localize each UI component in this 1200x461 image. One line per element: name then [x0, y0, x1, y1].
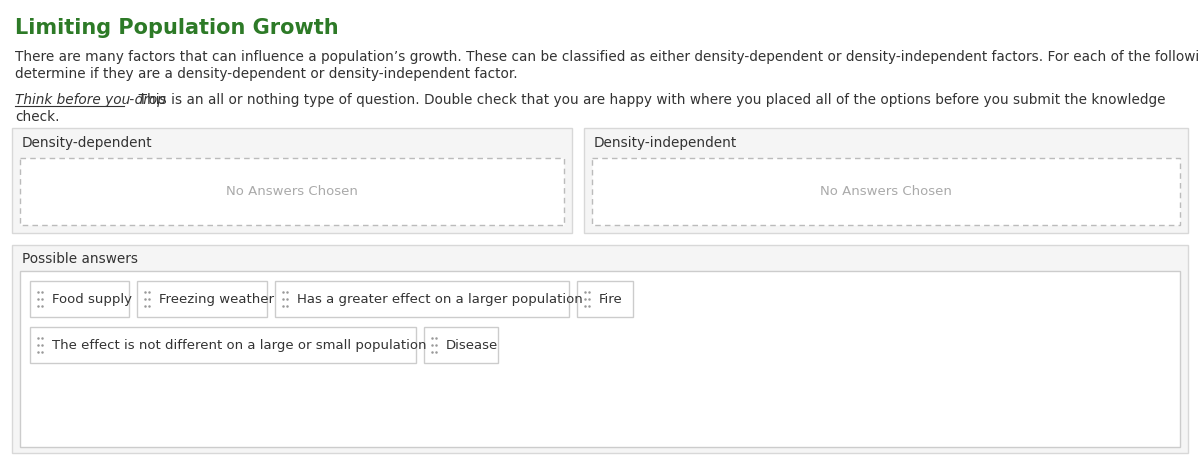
Text: - This is an all or nothing type of question. Double check that you are happy wi: - This is an all or nothing type of ques…: [125, 93, 1165, 107]
Bar: [137, 281, 266, 317]
Bar: [275, 281, 569, 317]
Text: Limiting Population Growth: Limiting Population Growth: [14, 18, 338, 38]
Text: No Answers Chosen: No Answers Chosen: [226, 185, 358, 198]
Text: determine if they are a density-dependent or density-independent factor.: determine if they are a density-dependen…: [14, 67, 517, 81]
Text: Think before you drop: Think before you drop: [14, 93, 166, 107]
Text: Disease: Disease: [446, 338, 498, 351]
Bar: [20, 271, 1180, 447]
Text: Possible answers: Possible answers: [22, 252, 138, 266]
Text: Fire: Fire: [599, 292, 623, 306]
Text: check.: check.: [14, 110, 60, 124]
Text: Freezing weather: Freezing weather: [160, 292, 274, 306]
Bar: [424, 327, 498, 363]
Bar: [12, 245, 1188, 453]
Bar: [20, 158, 564, 225]
Bar: [584, 128, 1188, 233]
Text: Food supply: Food supply: [52, 292, 132, 306]
Text: The effect is not different on a large or small population: The effect is not different on a large o…: [52, 338, 426, 351]
Bar: [12, 128, 572, 233]
Text: Density-independent: Density-independent: [594, 136, 737, 150]
Text: Has a greater effect on a larger population: Has a greater effect on a larger populat…: [296, 292, 582, 306]
Bar: [577, 281, 634, 317]
Text: Density-dependent: Density-dependent: [22, 136, 152, 150]
Text: There are many factors that can influence a population’s growth. These can be cl: There are many factors that can influenc…: [14, 50, 1200, 64]
Text: No Answers Chosen: No Answers Chosen: [820, 185, 952, 198]
Bar: [30, 327, 415, 363]
Bar: [30, 281, 130, 317]
Bar: [592, 158, 1180, 225]
